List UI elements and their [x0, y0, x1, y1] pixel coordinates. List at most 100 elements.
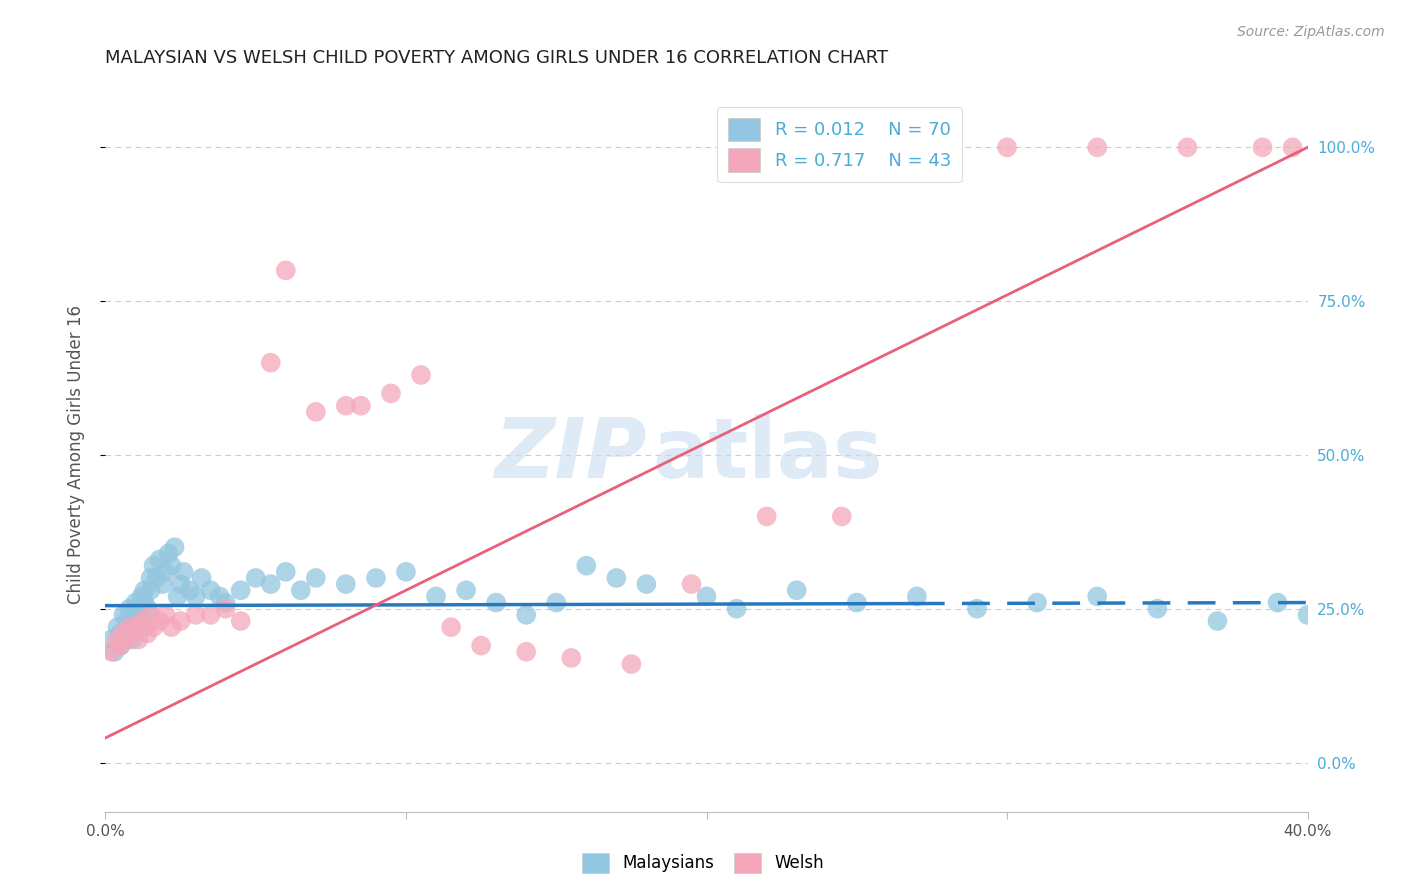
Point: [110, 626, 132, 640]
Point: [128, 601, 150, 615]
Point: [103, 645, 125, 659]
Point: [966, 601, 988, 615]
Point: [128, 614, 150, 628]
Point: [1026, 596, 1049, 610]
Text: atlas: atlas: [652, 415, 883, 495]
Text: MALAYSIAN VS WELSH CHILD POVERTY AMONG GIRLS UNDER 16 CORRELATION CHART: MALAYSIAN VS WELSH CHILD POVERTY AMONG G…: [105, 49, 889, 67]
Point: [118, 620, 141, 634]
Point: [190, 571, 212, 585]
Point: [110, 639, 132, 653]
Point: [200, 583, 222, 598]
Point: [124, 596, 146, 610]
Point: [845, 596, 868, 610]
Point: [681, 577, 703, 591]
Point: [118, 601, 141, 615]
Point: [100, 632, 122, 647]
Point: [124, 620, 146, 634]
Point: [115, 626, 138, 640]
Point: [620, 657, 643, 671]
Point: [115, 632, 138, 647]
Point: [274, 565, 297, 579]
Point: [1146, 601, 1168, 615]
Point: [305, 571, 328, 585]
Point: [440, 620, 463, 634]
Point: [515, 645, 537, 659]
Point: [305, 405, 328, 419]
Point: [636, 577, 658, 591]
Point: [107, 632, 129, 647]
Point: [173, 565, 195, 579]
Y-axis label: Child Poverty Among Girls Under 16: Child Poverty Among Girls Under 16: [66, 305, 84, 605]
Point: [121, 607, 143, 622]
Point: [425, 590, 447, 604]
Point: [335, 399, 357, 413]
Point: [112, 626, 135, 640]
Point: [134, 583, 156, 598]
Point: [725, 601, 748, 615]
Point: [274, 263, 297, 277]
Point: [107, 620, 129, 634]
Point: [136, 626, 159, 640]
Point: [184, 590, 207, 604]
Point: [112, 632, 135, 647]
Point: [142, 558, 165, 573]
Point: [335, 577, 357, 591]
Point: [134, 596, 156, 610]
Point: [786, 583, 808, 598]
Legend: Malaysians, Welsh: Malaysians, Welsh: [575, 847, 831, 880]
Point: [364, 571, 387, 585]
Point: [110, 639, 132, 653]
Point: [157, 546, 180, 560]
Point: [380, 386, 402, 401]
Point: [1085, 590, 1108, 604]
Point: [200, 607, 222, 622]
Point: [1175, 140, 1198, 154]
Point: [485, 596, 508, 610]
Point: [260, 577, 283, 591]
Point: [1281, 140, 1303, 154]
Point: [118, 620, 141, 634]
Point: [755, 509, 778, 524]
Point: [409, 368, 432, 382]
Point: [214, 601, 236, 615]
Point: [155, 607, 177, 622]
Point: [169, 614, 191, 628]
Point: [100, 645, 122, 659]
Point: [995, 140, 1018, 154]
Point: [605, 571, 627, 585]
Point: [155, 565, 177, 579]
Point: [470, 639, 492, 653]
Point: [229, 583, 252, 598]
Point: [112, 607, 135, 622]
Point: [214, 596, 236, 610]
Point: [139, 583, 162, 598]
Point: [160, 620, 183, 634]
Point: [905, 140, 928, 154]
Point: [169, 577, 191, 591]
Point: [245, 571, 267, 585]
Point: [121, 626, 143, 640]
Point: [229, 614, 252, 628]
Point: [166, 590, 188, 604]
Point: [134, 620, 156, 634]
Point: [136, 601, 159, 615]
Point: [131, 614, 153, 628]
Point: [1267, 596, 1289, 610]
Point: [163, 540, 186, 554]
Point: [142, 620, 165, 634]
Point: [208, 590, 231, 604]
Point: [454, 583, 477, 598]
Point: [124, 620, 146, 634]
Point: [1085, 140, 1108, 154]
Point: [152, 577, 174, 591]
Text: ZIP: ZIP: [494, 415, 647, 495]
Legend: R = 0.012    N = 70, R = 0.717    N = 43: R = 0.012 N = 70, R = 0.717 N = 43: [717, 107, 962, 183]
Point: [148, 552, 170, 566]
Point: [139, 607, 162, 622]
Point: [1206, 614, 1229, 628]
Point: [560, 651, 582, 665]
Text: Source: ZipAtlas.com: Source: ZipAtlas.com: [1237, 25, 1385, 39]
Point: [350, 399, 373, 413]
Point: [128, 632, 150, 647]
Point: [831, 509, 853, 524]
